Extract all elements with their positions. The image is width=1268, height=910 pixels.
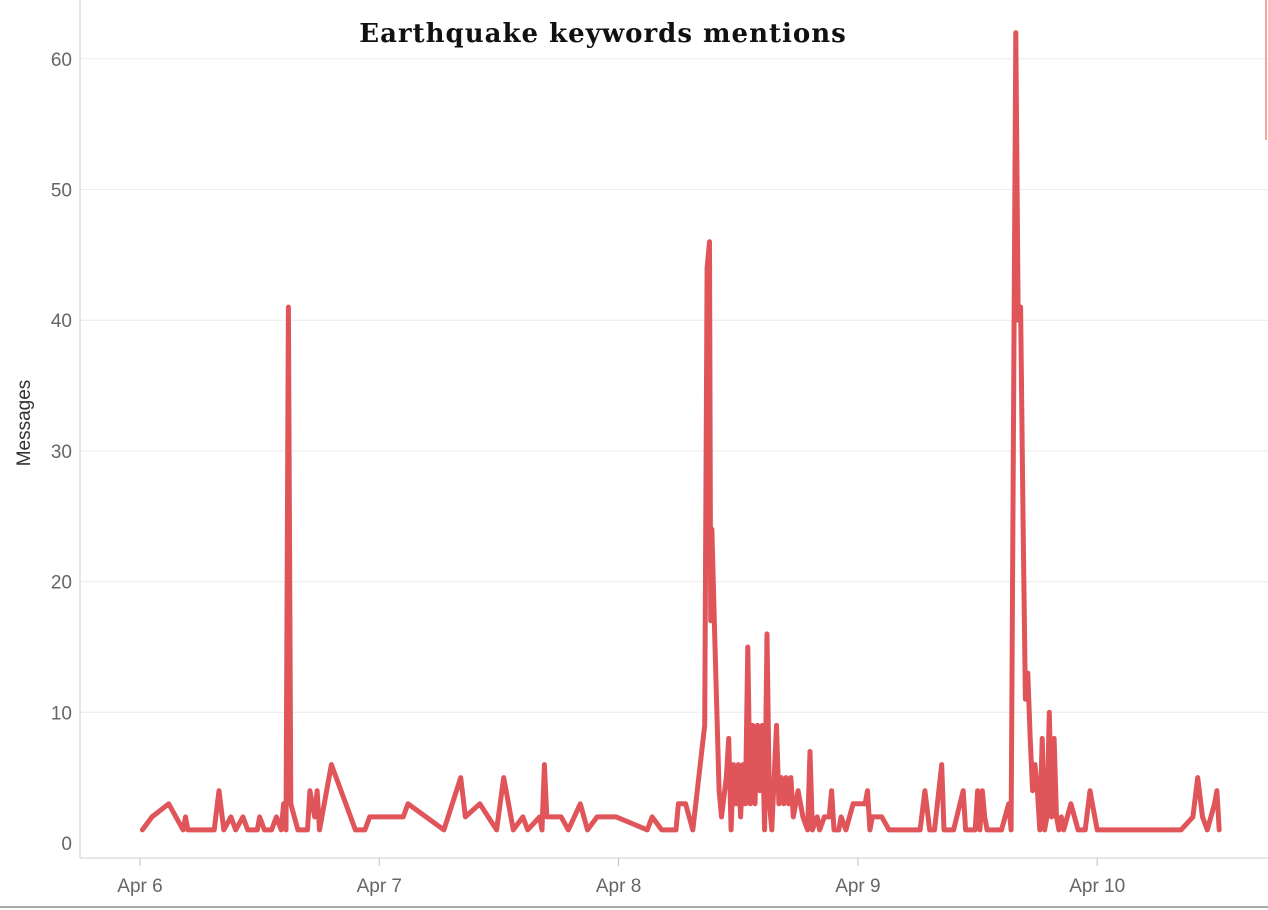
right-edge-marker [1265, 0, 1267, 140]
x-tick-label: Apr 8 [596, 876, 641, 897]
series-layer [139, 30, 1222, 833]
chart-title: Earthquake keywords mentions [359, 19, 847, 49]
x-tick-label: Apr 7 [357, 876, 402, 897]
x-tick-label: Apr 6 [117, 876, 162, 897]
y-tick-label: 20 [51, 573, 72, 594]
y-tick-label: 0 [61, 834, 72, 855]
grid-lines [80, 58, 1268, 713]
bottom-divider [0, 906, 1268, 908]
x-tick-label: Apr 9 [835, 876, 880, 897]
y-tick-label: 10 [51, 703, 72, 724]
y-axis-ticks: 0 10 20 30 40 50 60 [51, 50, 72, 855]
y-tick-label: 30 [51, 442, 72, 463]
y-tick-label: 60 [51, 50, 72, 71]
series-line-0 [139, 30, 1222, 833]
y-axis-label: Messages [14, 380, 35, 467]
y-tick-label: 50 [51, 181, 72, 202]
x-axis-ticks: Apr 6 Apr 7 Apr 8 Apr 9 Apr 10 [117, 858, 1125, 897]
y-tick-label: 40 [51, 311, 72, 332]
x-tick-label: Apr 10 [1069, 876, 1125, 897]
